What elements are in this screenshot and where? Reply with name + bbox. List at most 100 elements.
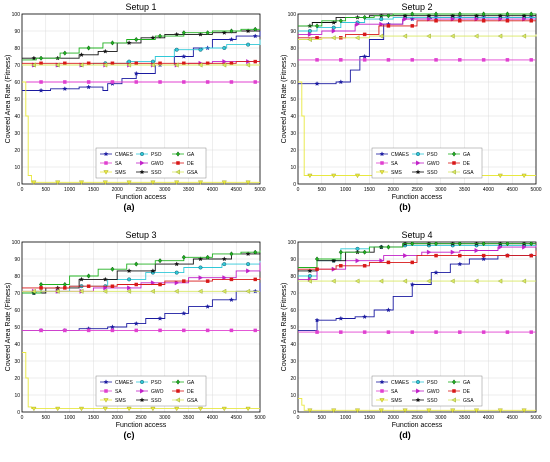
data-point (134, 261, 139, 267)
data-point (62, 50, 67, 56)
legend-marker (103, 379, 109, 385)
legend-label: SSO (151, 170, 162, 176)
data-point (198, 31, 203, 37)
data-point (474, 247, 480, 254)
legend-marker (416, 388, 421, 394)
x-tick-label: 0 (21, 415, 24, 421)
legend: CMAES PSO GA SA GWO DE SMS SSO GSA (95, 375, 207, 407)
data-point (354, 35, 360, 41)
data-point (126, 268, 132, 273)
data-point (385, 307, 391, 313)
data-point (63, 61, 67, 66)
series-line (298, 243, 536, 268)
data-point (157, 258, 163, 264)
data-point (410, 260, 414, 265)
x-axis-label: Function access (116, 194, 167, 201)
x-tick-label: 3500 (183, 415, 194, 421)
data-point (339, 58, 343, 62)
data-point (78, 288, 84, 294)
data-point (338, 18, 343, 24)
y-tick-label: 60 (14, 308, 20, 314)
data-point (158, 328, 162, 333)
x-tick-label: 0 (297, 187, 300, 193)
data-point (338, 79, 344, 85)
data-point (228, 36, 234, 42)
legend-label: GSA (463, 170, 474, 176)
legend-box (95, 147, 207, 179)
series-cmaes (22, 282, 261, 333)
x-tick-label: 2000 (112, 415, 123, 421)
data-point (434, 253, 438, 258)
data-point (426, 13, 432, 18)
x-tick-label: 500 (318, 187, 327, 193)
series-sa (22, 328, 260, 333)
data-point (63, 80, 67, 84)
x-tick-label: 0 (21, 187, 24, 193)
y-tick-label: 70 (14, 291, 20, 297)
data-point (157, 315, 163, 321)
legend-label: GWO (151, 161, 164, 167)
data-point (205, 61, 210, 66)
legend-box (371, 375, 483, 407)
data-point (126, 40, 132, 45)
y-tick-label: 20 (290, 148, 296, 154)
x-tick-label: 1000 (64, 187, 75, 193)
data-point (174, 261, 180, 267)
x-axis-label: Function access (392, 194, 443, 201)
x-tick-label: 5000 (254, 415, 265, 421)
data-point (386, 330, 391, 334)
series-ga (298, 11, 536, 29)
y-tick-label: 100 (12, 240, 21, 246)
data-point (521, 33, 527, 39)
data-point (386, 24, 391, 28)
y-tick-label: 0 (293, 182, 296, 188)
data-point (134, 282, 138, 287)
data-point (110, 266, 115, 272)
data-point (63, 286, 67, 290)
x-tick-label: 4000 (207, 187, 218, 193)
data-point (481, 253, 486, 258)
data-point (331, 19, 337, 25)
data-point (338, 315, 344, 321)
series-sa (298, 58, 536, 62)
data-point (315, 330, 319, 334)
legend-label: DE (463, 161, 471, 167)
x-tick-label: 0 (297, 415, 300, 421)
y-tick-label: 100 (12, 12, 21, 18)
data-point (197, 406, 204, 412)
x-tick-label: 2500 (411, 187, 422, 193)
data-point (78, 180, 85, 185)
data-point (134, 61, 138, 66)
data-point (133, 321, 139, 326)
data-point (505, 58, 510, 62)
y-tick-label: 60 (14, 80, 20, 86)
data-point (181, 310, 187, 316)
data-point (473, 408, 480, 413)
data-point (314, 256, 320, 262)
data-point (205, 30, 210, 36)
data-point (497, 13, 503, 18)
series-line (298, 255, 536, 331)
legend-marker (103, 151, 109, 157)
x-tick-label: 2000 (388, 187, 399, 193)
legend-marker (139, 397, 145, 403)
data-point (253, 277, 257, 282)
legend-marker (379, 379, 385, 385)
series-line (22, 277, 261, 289)
data-point (362, 58, 367, 62)
data-point (253, 59, 257, 64)
data-point (505, 253, 510, 258)
data-point (529, 19, 533, 23)
data-point (505, 19, 510, 23)
series-de (298, 250, 537, 271)
data-point (458, 330, 462, 334)
data-point (505, 330, 510, 334)
panel-label: (c) (124, 430, 135, 440)
x-tick-label: 500 (42, 415, 51, 421)
data-point (102, 276, 108, 282)
legend-marker (176, 389, 180, 393)
data-point (402, 33, 408, 39)
